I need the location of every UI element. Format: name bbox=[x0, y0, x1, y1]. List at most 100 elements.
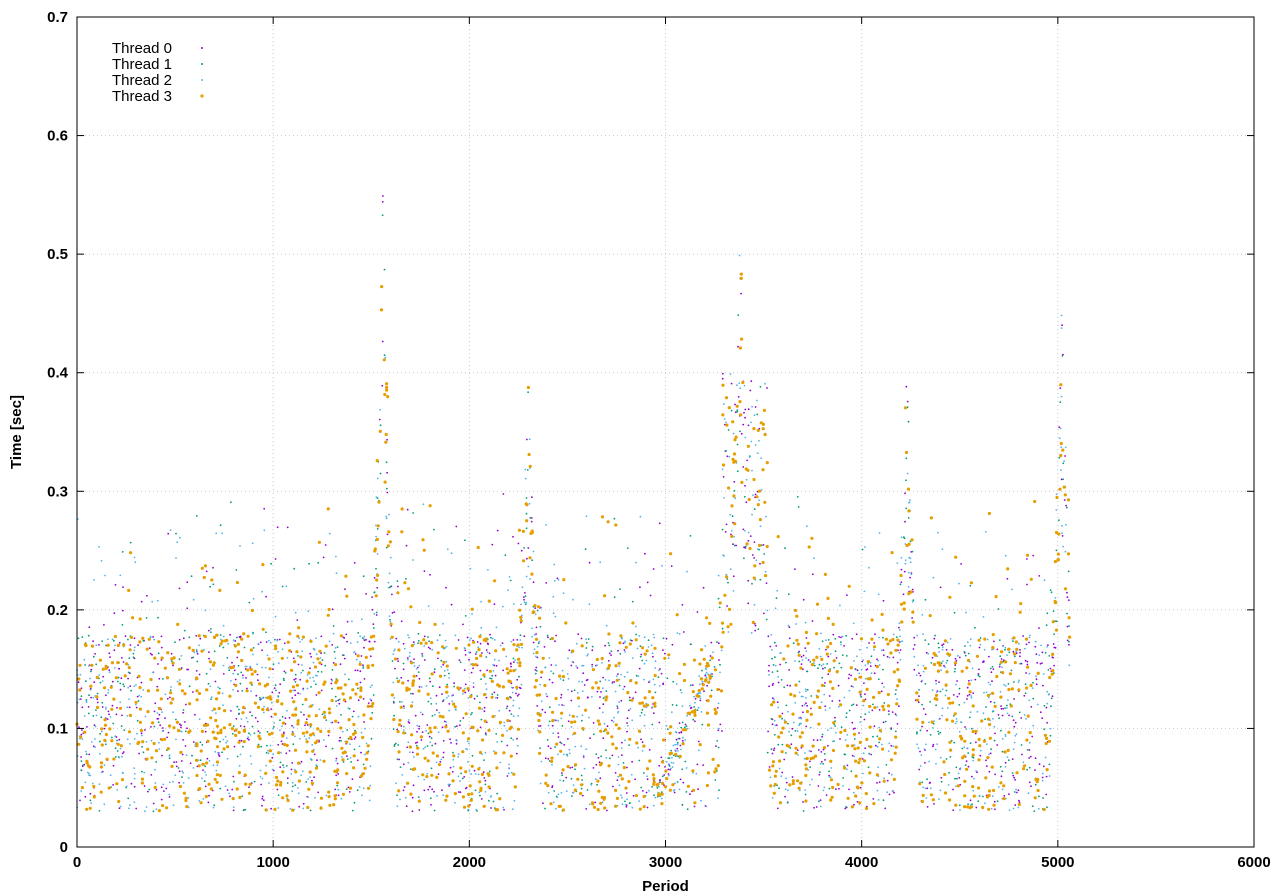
data-point bbox=[768, 674, 770, 676]
data-point bbox=[403, 786, 406, 788]
data-point bbox=[510, 686, 513, 689]
data-point bbox=[301, 650, 303, 653]
data-point bbox=[566, 755, 569, 757]
data-point bbox=[869, 665, 872, 667]
data-point bbox=[774, 656, 776, 659]
data-point bbox=[468, 639, 471, 641]
data-point bbox=[457, 791, 460, 793]
data-point bbox=[767, 730, 769, 733]
data-point bbox=[659, 779, 661, 781]
data-point bbox=[565, 790, 568, 792]
data-point bbox=[480, 718, 483, 721]
data-point bbox=[942, 643, 945, 645]
data-point bbox=[635, 633, 637, 636]
data-point bbox=[829, 759, 833, 764]
data-point bbox=[621, 754, 623, 757]
data-point bbox=[652, 633, 655, 636]
data-point bbox=[528, 556, 532, 560]
data-point bbox=[856, 800, 859, 803]
data-point bbox=[362, 667, 365, 670]
data-point bbox=[920, 800, 925, 804]
data-point bbox=[177, 729, 181, 733]
data-point bbox=[686, 727, 689, 730]
data-point bbox=[1035, 675, 1037, 678]
data-point bbox=[550, 756, 554, 760]
data-point bbox=[381, 384, 384, 387]
data-point bbox=[611, 742, 615, 746]
data-point bbox=[448, 783, 451, 786]
data-point bbox=[940, 776, 943, 779]
data-point bbox=[620, 794, 622, 796]
data-point bbox=[557, 578, 560, 581]
data-point bbox=[247, 791, 251, 795]
data-point bbox=[987, 511, 992, 516]
data-point bbox=[681, 721, 684, 724]
data-point bbox=[479, 794, 481, 797]
data-point bbox=[640, 711, 643, 714]
data-point bbox=[385, 382, 389, 386]
data-point bbox=[974, 626, 976, 629]
data-point bbox=[313, 680, 315, 682]
data-point bbox=[966, 694, 969, 697]
data-point bbox=[724, 531, 727, 533]
data-point bbox=[776, 701, 779, 704]
data-point bbox=[259, 776, 262, 778]
data-point bbox=[121, 551, 124, 553]
data-point bbox=[742, 466, 745, 468]
data-point bbox=[537, 642, 540, 645]
data-point bbox=[641, 741, 644, 744]
data-point bbox=[332, 625, 335, 627]
data-point bbox=[235, 717, 238, 720]
data-point bbox=[752, 427, 756, 431]
data-point bbox=[714, 779, 717, 781]
data-point bbox=[307, 714, 311, 718]
data-point bbox=[921, 679, 924, 682]
data-point bbox=[932, 743, 935, 746]
data-point bbox=[402, 668, 405, 671]
data-point bbox=[938, 646, 940, 649]
data-point bbox=[286, 709, 288, 712]
data-point bbox=[758, 518, 763, 522]
data-point bbox=[252, 597, 255, 600]
data-point bbox=[752, 576, 756, 580]
data-point bbox=[152, 671, 154, 674]
data-point bbox=[706, 699, 710, 703]
data-point bbox=[352, 710, 355, 713]
data-point bbox=[1020, 717, 1023, 719]
data-point bbox=[200, 566, 204, 570]
data-point bbox=[664, 785, 668, 789]
data-point bbox=[809, 783, 811, 786]
data-point bbox=[1004, 765, 1007, 768]
data-point bbox=[868, 566, 870, 569]
data-point bbox=[408, 719, 410, 721]
data-point bbox=[740, 480, 744, 484]
data-point bbox=[260, 745, 263, 748]
data-point bbox=[862, 772, 864, 775]
data-point bbox=[686, 808, 689, 811]
data-point bbox=[882, 668, 884, 671]
data-point bbox=[623, 675, 626, 678]
data-point bbox=[203, 634, 207, 639]
data-point bbox=[291, 808, 295, 812]
data-point bbox=[1018, 801, 1021, 803]
data-point bbox=[427, 636, 429, 638]
data-point bbox=[872, 703, 874, 706]
data-point bbox=[883, 777, 885, 780]
data-point bbox=[1000, 705, 1002, 707]
data-point bbox=[78, 726, 80, 728]
data-point bbox=[207, 682, 210, 685]
data-point bbox=[645, 706, 648, 709]
data-point bbox=[363, 721, 365, 723]
data-point bbox=[1011, 588, 1013, 591]
data-point bbox=[958, 656, 961, 659]
data-point bbox=[711, 675, 713, 678]
data-point bbox=[928, 721, 930, 724]
data-point bbox=[492, 750, 495, 752]
data-point bbox=[347, 786, 350, 789]
data-point bbox=[864, 747, 867, 750]
data-point bbox=[471, 725, 475, 730]
data-point bbox=[1042, 684, 1044, 687]
data-point bbox=[212, 764, 215, 767]
data-point bbox=[907, 509, 911, 513]
data-point bbox=[272, 668, 274, 671]
